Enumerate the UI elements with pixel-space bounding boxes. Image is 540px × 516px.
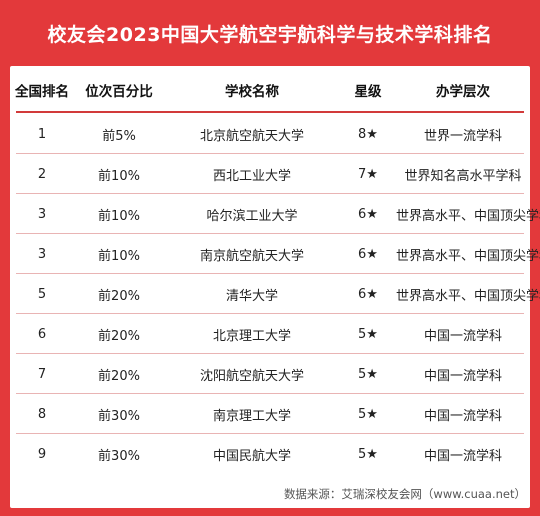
cell-stars: 8★ — [358, 126, 378, 142]
cell-level: 中国一流学科 — [423, 408, 502, 424]
cell-percentile: 前20% — [98, 288, 140, 304]
data-source: 数据来源：艾瑞深校友会网（www.cuaa.net） — [283, 487, 526, 501]
header-stars: 星级 — [354, 84, 382, 100]
cell-level: 中国一流学科 — [423, 368, 502, 384]
cell-rank: 5 — [37, 286, 47, 302]
cell-percentile: 前10% — [98, 208, 140, 224]
cell-rank: 3 — [37, 246, 47, 262]
row-divider — [16, 153, 524, 154]
cell-percentile: 前20% — [98, 328, 140, 344]
table-row: 9 前30% 中国民航大学 5★ 中国一流学科 — [10, 434, 530, 474]
cell-level: 中国一流学科 — [423, 448, 502, 464]
cell-stars: 6★ — [358, 206, 378, 222]
header-level: 办学层次 — [436, 84, 490, 100]
row-divider — [16, 233, 524, 234]
cell-school: 南京理工大学 — [212, 408, 291, 424]
cell-school: 西北工业大学 — [212, 168, 291, 184]
table-row: 2 前10% 西北工业大学 7★ 世界知名高水平学科 — [10, 154, 530, 194]
table-row: 3 前10% 南京航空航天大学 6★ 世界高水平、中国顶尖学科 — [10, 234, 540, 274]
row-divider — [16, 433, 524, 434]
cell-rank: 6 — [37, 326, 47, 342]
row-divider — [16, 193, 524, 194]
page-title: 校友会2023中国大学航空宇航科学与技术学科排名 — [47, 23, 493, 46]
cell-level: 世界高水平、中国顶尖学科 — [396, 208, 540, 224]
cell-level: 世界知名高水平学科 — [404, 168, 522, 184]
cell-stars: 5★ — [358, 326, 378, 342]
cell-rank: 2 — [37, 166, 47, 182]
cell-school: 沈阳航空航天大学 — [199, 368, 304, 384]
cell-stars: 5★ — [358, 446, 378, 462]
header-school: 学校名称 — [225, 84, 279, 100]
table-row: 1 前5% 北京航空航天大学 8★ 世界一流学科 — [10, 114, 530, 154]
cell-rank: 8 — [37, 406, 47, 422]
cell-school: 南京航空航天大学 — [199, 248, 304, 264]
cell-rank: 9 — [37, 446, 47, 462]
row-divider — [16, 393, 524, 394]
cell-rank: 1 — [37, 126, 47, 142]
cell-level: 世界高水平、中国顶尖学科 — [396, 248, 540, 264]
table-row: 8 前30% 南京理工大学 5★ 中国一流学科 — [10, 394, 530, 434]
cell-rank: 7 — [37, 366, 47, 382]
cell-school: 清华大学 — [225, 288, 278, 304]
row-divider — [16, 273, 524, 274]
header-percentile: 位次百分比 — [85, 84, 153, 100]
cell-level: 世界高水平、中国顶尖学科 — [396, 288, 540, 304]
table-row: 6 前20% 北京理工大学 5★ 中国一流学科 — [10, 314, 530, 354]
cell-school: 哈尔滨工业大学 — [206, 208, 298, 224]
cell-stars: 6★ — [358, 286, 378, 302]
cell-percentile: 前10% — [98, 168, 140, 184]
table-header: 全国排名 位次百分比 学校名称 星级 办学层次 — [10, 70, 530, 110]
cell-percentile: 前5% — [102, 128, 136, 144]
cell-stars: 7★ — [358, 166, 378, 182]
cell-percentile: 前30% — [98, 448, 140, 464]
cell-stars: 5★ — [358, 366, 378, 382]
cell-level: 中国一流学科 — [423, 328, 502, 344]
cell-rank: 3 — [37, 206, 47, 222]
header-rank: 全国排名 — [15, 84, 69, 100]
table-row: 5 前20% 清华大学 6★ 世界高水平、中国顶尖学科 — [10, 274, 540, 314]
cell-percentile: 前10% — [98, 248, 140, 264]
ranking-table: 全国排名 位次百分比 学校名称 星级 办学层次 1 前5% 北京航空航天大学 8★ 世界… — [10, 66, 540, 508]
row-divider — [16, 313, 524, 314]
cell-percentile: 前20% — [98, 368, 140, 384]
header-divider — [16, 111, 524, 113]
cell-stars: 5★ — [358, 406, 378, 422]
row-divider — [16, 353, 524, 354]
cell-school: 北京理工大学 — [212, 328, 291, 344]
cell-school: 中国民航大学 — [212, 448, 291, 464]
cell-school: 北京航空航天大学 — [199, 128, 304, 144]
table-row: 7 前20% 沈阳航空航天大学 5★ 中国一流学科 — [10, 354, 530, 394]
cell-percentile: 前30% — [98, 408, 140, 424]
cell-level: 世界一流学科 — [423, 128, 502, 144]
table-row: 3 前10% 哈尔滨工业大学 6★ 世界高水平、中国顶尖学科 — [10, 194, 540, 234]
cell-stars: 6★ — [358, 246, 378, 262]
